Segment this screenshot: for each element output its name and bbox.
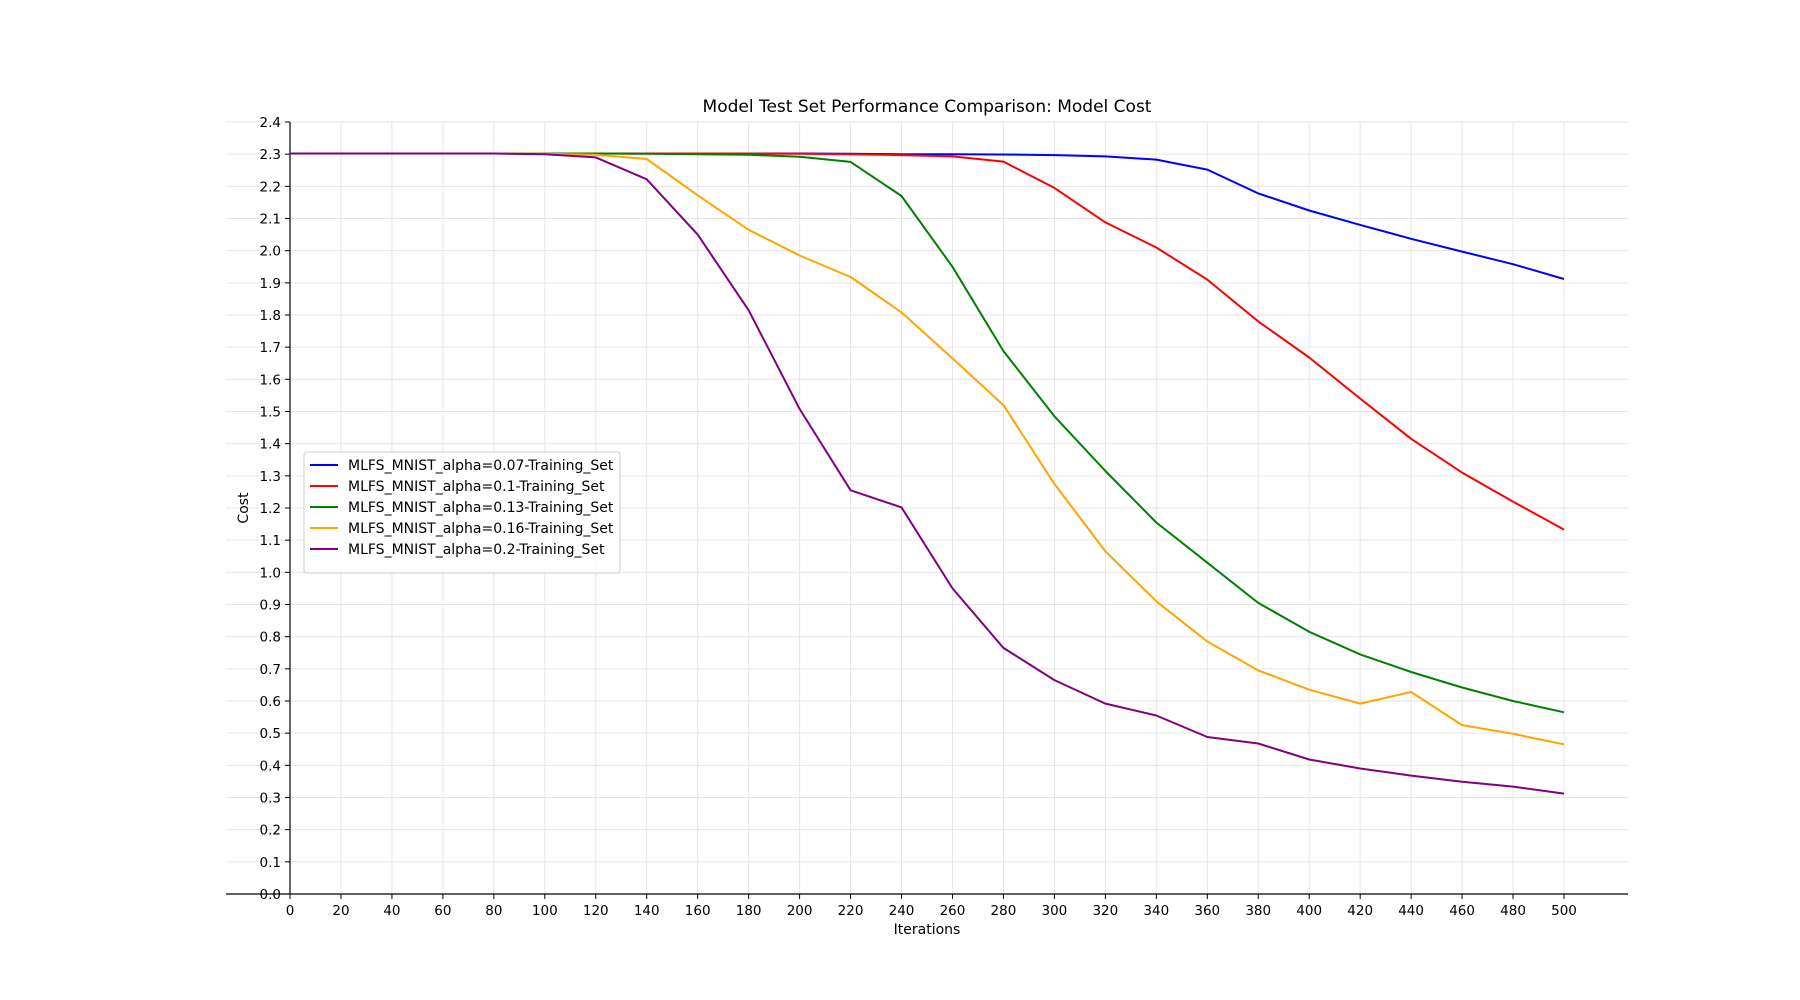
x-tick-label: 420 bbox=[1347, 903, 1373, 919]
series-layer bbox=[290, 152, 1565, 795]
y-tick-label: 0.1 bbox=[260, 855, 281, 871]
x-tick-label: 220 bbox=[838, 903, 864, 919]
y-tick-label: 0.9 bbox=[260, 598, 281, 614]
legend-label: MLFS_MNIST_alpha=0.07-Training_Set bbox=[348, 458, 614, 474]
y-tick-label: 1.9 bbox=[260, 276, 281, 292]
y-tick-label: 0.0 bbox=[260, 887, 281, 903]
y-tick-label: 0.4 bbox=[260, 758, 281, 774]
x-tick-label: 380 bbox=[1245, 903, 1271, 919]
legend-box bbox=[303, 451, 621, 574]
x-tick-label: 80 bbox=[485, 903, 502, 919]
legend-label: MLFS_MNIST_alpha=0.13-Training_Set bbox=[348, 500, 614, 516]
legend-label: MLFS_MNIST_alpha=0.1-Training_Set bbox=[348, 479, 605, 495]
x-tick-label: 120 bbox=[583, 903, 609, 919]
y-tick-label: 1.1 bbox=[260, 533, 281, 549]
chart-title: Model Test Set Performance Comparison: M… bbox=[703, 97, 1152, 117]
x-tick-label: 500 bbox=[1551, 903, 1577, 919]
x-tick-label: 300 bbox=[1042, 903, 1068, 919]
x-tick-label: 100 bbox=[532, 903, 558, 919]
x-tick-label: 440 bbox=[1398, 903, 1424, 919]
axes-layer: 0 20 40 60 80 100 120 140 160 180 200 220 240 260 280 3… bbox=[226, 115, 1628, 919]
y-tick-label: 0.8 bbox=[260, 630, 281, 646]
legend-label: MLFS_MNIST_alpha=0.16-Training_Set bbox=[348, 521, 614, 537]
x-tick-label: 360 bbox=[1194, 903, 1220, 919]
y-tick-label: 0.5 bbox=[260, 726, 281, 742]
y-tick-label: 0.7 bbox=[260, 662, 281, 678]
x-tick-label: 60 bbox=[434, 903, 451, 919]
x-tick-label: 20 bbox=[332, 903, 349, 919]
y-tick-label: 1.2 bbox=[260, 501, 281, 517]
x-tick-label: 400 bbox=[1296, 903, 1322, 919]
x-tick-label: 480 bbox=[1500, 903, 1526, 919]
x-tick-label: 160 bbox=[685, 903, 711, 919]
series-line-4 bbox=[290, 152, 1565, 746]
x-tick-label: 460 bbox=[1449, 903, 1475, 919]
legend-label: MLFS_MNIST_alpha=0.2-Training_Set bbox=[348, 542, 605, 558]
x-tick-label: 320 bbox=[1092, 903, 1118, 919]
y-tick-label: 2.4 bbox=[260, 115, 281, 131]
x-tick-label: 240 bbox=[889, 903, 915, 919]
x-tick-label: 140 bbox=[634, 903, 660, 919]
x-axis-title: Iterations bbox=[894, 922, 961, 938]
y-tick-label: 1.5 bbox=[260, 405, 281, 421]
y-tick-label: 0.3 bbox=[260, 791, 281, 807]
legend: MLFS_MNIST_alpha=0.07-Training_Set MLFS_M… bbox=[303, 451, 621, 574]
x-tick-label: 200 bbox=[787, 903, 813, 919]
y-axis-title: Cost bbox=[236, 492, 252, 524]
x-tick-label: 260 bbox=[940, 903, 966, 919]
y-tick-label: 2.0 bbox=[260, 244, 281, 260]
y-tick-label: 2.1 bbox=[260, 212, 281, 228]
series-line-5 bbox=[290, 152, 1565, 795]
x-tick-label: 0 bbox=[286, 903, 295, 919]
y-tick-label: 1.6 bbox=[260, 372, 281, 388]
y-tick-label: 2.3 bbox=[260, 147, 281, 163]
y-tick-label: 0.6 bbox=[260, 694, 281, 710]
y-tick-label: 2.2 bbox=[260, 179, 281, 195]
y-tick-label: 1.0 bbox=[260, 565, 281, 581]
y-tick-label: 1.7 bbox=[260, 340, 281, 356]
x-tick-label: 340 bbox=[1143, 903, 1169, 919]
y-tick-label: 1.4 bbox=[260, 437, 281, 453]
x-tick-label: 280 bbox=[991, 903, 1017, 919]
y-tick-label: 0.2 bbox=[260, 823, 281, 839]
y-tick-label: 1.8 bbox=[260, 308, 281, 324]
x-tick-label: 40 bbox=[383, 903, 400, 919]
series-line-3 bbox=[290, 152, 1565, 714]
series-line-1 bbox=[290, 152, 1565, 280]
x-tick-label: 180 bbox=[736, 903, 762, 919]
y-tick-label: 1.3 bbox=[260, 469, 281, 485]
